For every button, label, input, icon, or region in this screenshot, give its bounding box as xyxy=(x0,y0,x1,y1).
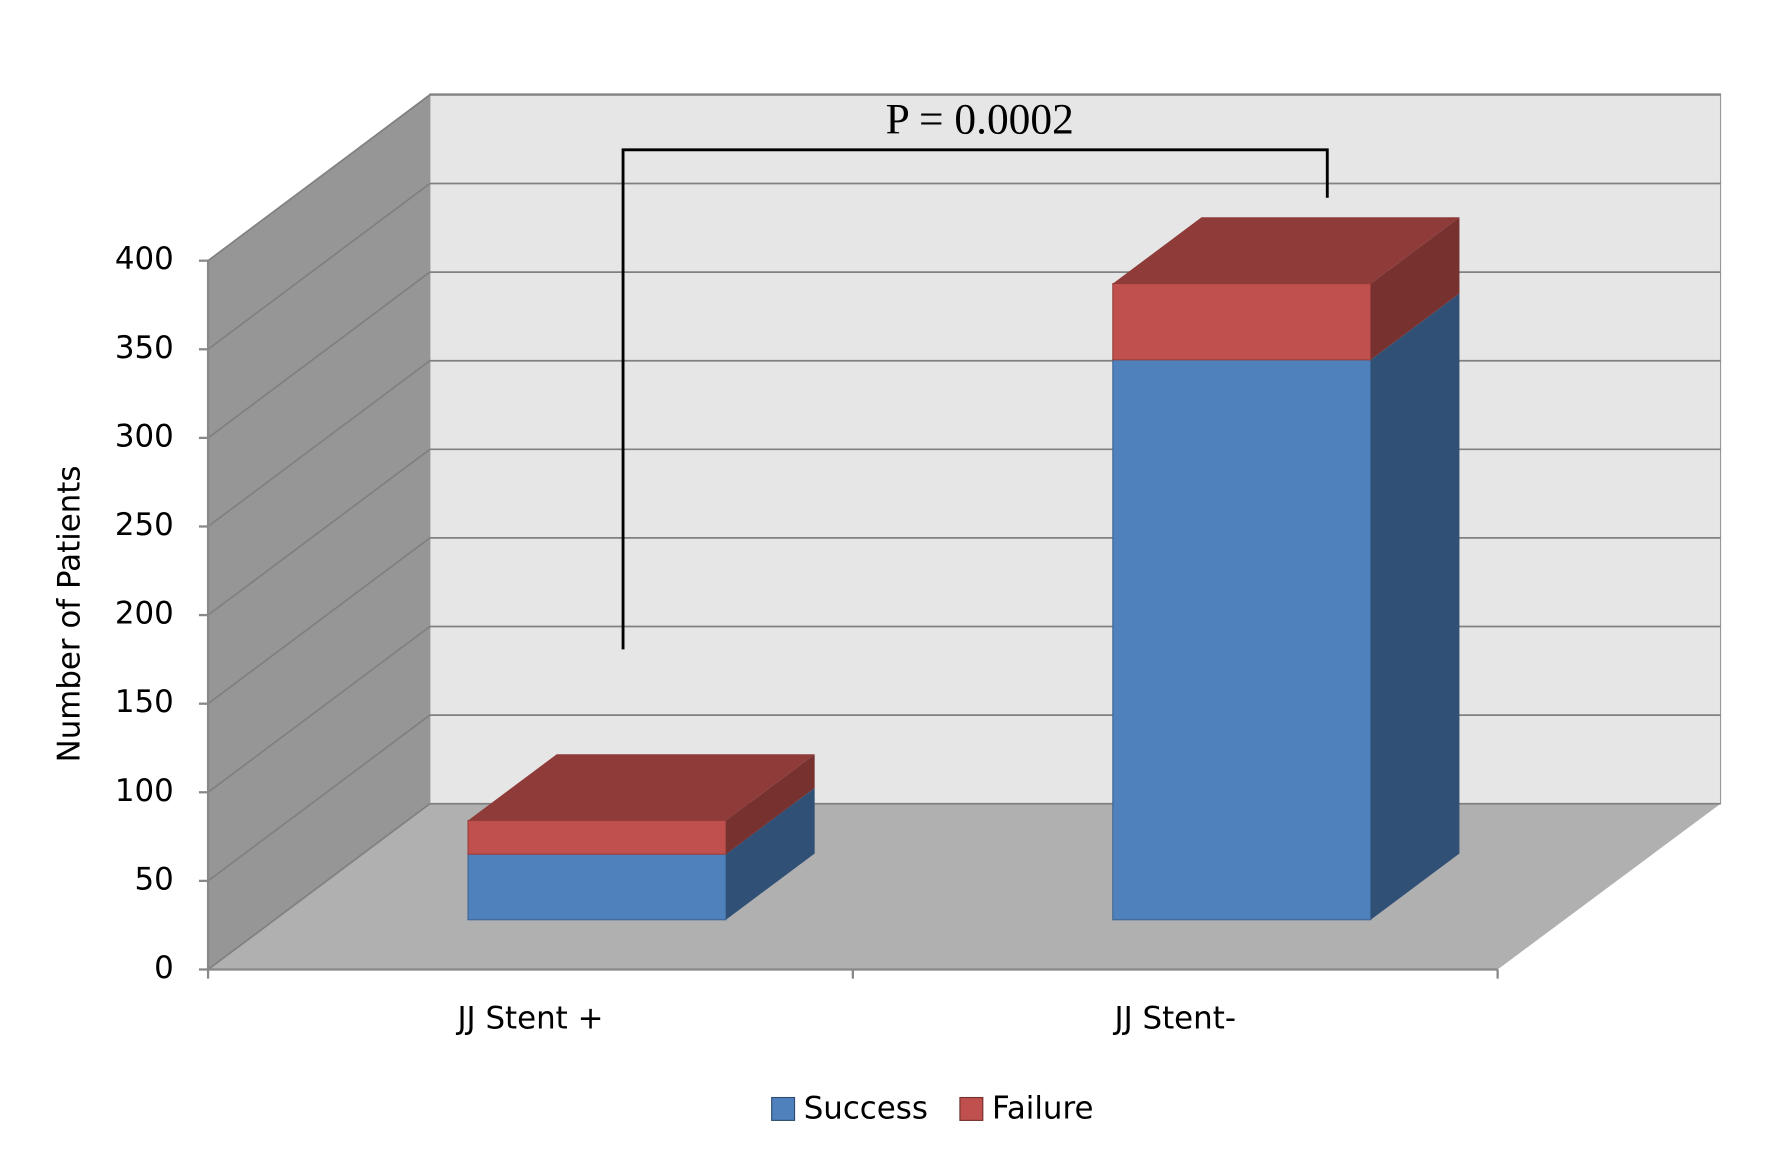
grid-line xyxy=(207,537,431,705)
floor xyxy=(208,803,1721,970)
legend-swatch xyxy=(959,1096,984,1121)
bar-side xyxy=(725,787,815,920)
x-tick-label: JJ Stent + xyxy=(455,1000,603,1036)
grid-line xyxy=(207,714,431,882)
y-axis-title: Number of Patients xyxy=(51,466,87,763)
grid-line xyxy=(207,94,431,262)
annotation: P = 0.0002 xyxy=(886,95,1074,143)
y-tick-label: 100 xyxy=(115,773,174,809)
y-tick-label: 350 xyxy=(115,330,174,366)
bar-front xyxy=(1112,359,1372,921)
bar-side xyxy=(1370,293,1460,920)
grid-line xyxy=(207,803,431,971)
y-tick-label: 50 xyxy=(134,861,173,897)
y-tick-label: 0 xyxy=(154,950,174,986)
grid-line xyxy=(207,448,431,616)
y-tick-label: 400 xyxy=(115,241,174,277)
bar-front xyxy=(467,853,727,921)
bar-front xyxy=(467,819,727,855)
y-tick-label: 300 xyxy=(115,418,174,454)
x-tick-label: JJ Stent- xyxy=(1112,1000,1235,1036)
legend-label: Success xyxy=(804,1091,928,1127)
legend-label: Failure xyxy=(992,1091,1094,1127)
grid-line xyxy=(207,182,431,350)
y-tick-label: 200 xyxy=(115,596,174,632)
bar-top xyxy=(468,754,815,821)
y-tick-label: 150 xyxy=(115,684,174,720)
bar-side xyxy=(1370,217,1460,360)
bar-front xyxy=(1112,283,1372,361)
grid-line xyxy=(207,625,431,793)
grid-line xyxy=(207,360,431,528)
significance-bracket xyxy=(621,148,1329,650)
legend-swatch xyxy=(771,1096,796,1121)
bar-side xyxy=(725,754,815,855)
grid-line xyxy=(207,271,431,439)
bar-top xyxy=(1112,217,1460,284)
y-tick-label: 250 xyxy=(115,507,174,543)
